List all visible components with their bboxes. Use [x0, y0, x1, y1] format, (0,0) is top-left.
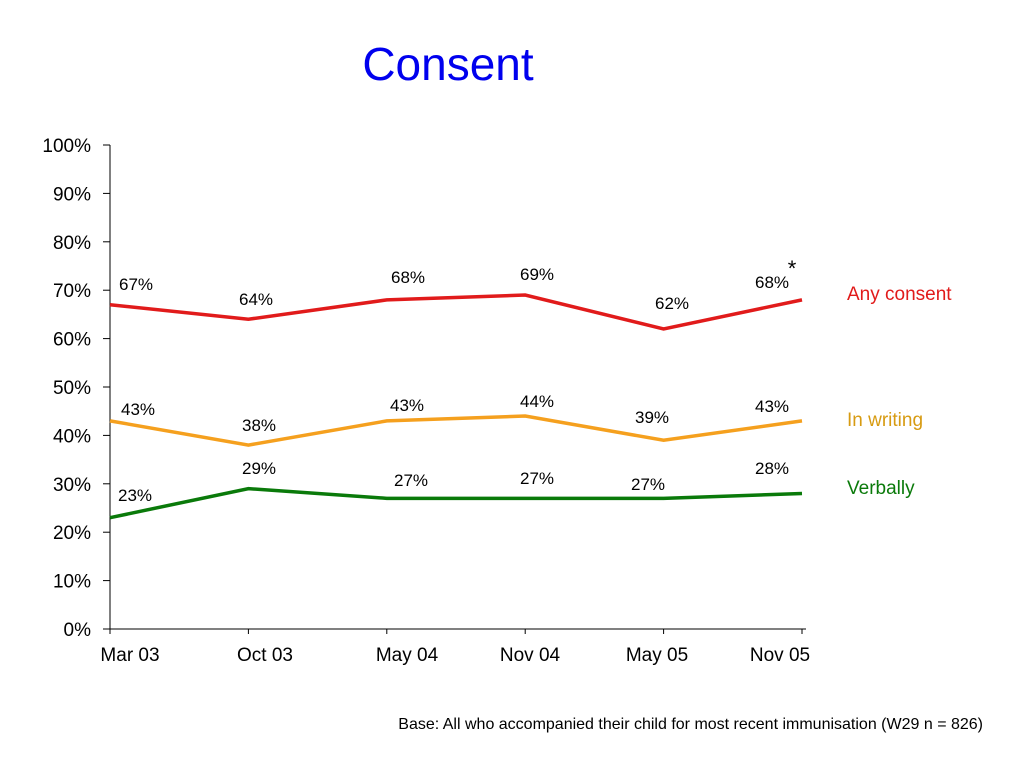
x-tick-label: May 04 — [376, 645, 439, 666]
data-label: 28% — [755, 459, 789, 478]
data-label: 27% — [631, 475, 665, 494]
y-tick-label: 40% — [53, 426, 91, 447]
y-tick-label: 80% — [53, 233, 91, 254]
y-tick-label: 0% — [64, 620, 92, 641]
series-lines — [109, 293, 803, 520]
data-label: 69% — [520, 265, 554, 284]
chart-title: Consent — [362, 38, 534, 90]
data-label: 38% — [242, 416, 276, 435]
series-label-in-writing: In writing — [847, 410, 923, 431]
y-tick-label: 30% — [53, 475, 91, 496]
line-in-writing — [109, 414, 803, 447]
x-tick-label: Oct 03 — [237, 645, 293, 666]
data-label: 44% — [520, 392, 554, 411]
data-labels: 67% 64% 68% 69% 62% 68% 43% 38% 43% 44% 39% 43% 23% 2… — [118, 265, 789, 505]
data-label: 43% — [390, 396, 424, 415]
y-tick-label: 70% — [53, 281, 91, 302]
series-label-verbally: Verbally — [847, 478, 915, 499]
data-label: 64% — [239, 290, 273, 309]
x-tick-label: Nov 04 — [500, 645, 561, 666]
y-tick-label: 60% — [53, 330, 91, 351]
data-label: 39% — [635, 408, 669, 427]
data-label: 27% — [520, 469, 554, 488]
line-any-consent — [109, 293, 803, 331]
x-tick-label: May 05 — [626, 645, 688, 666]
data-label: 67% — [119, 275, 153, 294]
line-verbally — [109, 486, 803, 520]
annotation-asterisk: * — [788, 256, 797, 281]
y-tick-label: 90% — [53, 184, 91, 205]
data-label: 43% — [121, 400, 155, 419]
series-label-any-consent: Any consent — [847, 284, 952, 305]
data-label: 68% — [391, 268, 425, 287]
y-tick-label: 100% — [42, 136, 91, 157]
y-tick-label: 20% — [53, 523, 91, 544]
data-label: 27% — [394, 471, 428, 490]
data-label: 43% — [755, 397, 789, 416]
chart-axes: 0% 10% 20% 30% 40% 50% 60% 70% 80% 90% 100% Mar 03 O… — [42, 136, 810, 666]
x-tick-label: Nov 05 — [750, 645, 810, 666]
y-tick-label: 50% — [53, 378, 91, 399]
base-footnote: Base: All who accompanied their child fo… — [398, 716, 983, 733]
y-tick-label: 10% — [53, 572, 91, 593]
data-label: 29% — [242, 459, 276, 478]
data-label: 23% — [118, 486, 152, 505]
x-tick-label: Mar 03 — [100, 645, 159, 666]
data-label: 68% — [755, 273, 789, 292]
series-labels: Any consent In writing Verbally — [847, 284, 952, 499]
data-label: 62% — [655, 294, 689, 313]
